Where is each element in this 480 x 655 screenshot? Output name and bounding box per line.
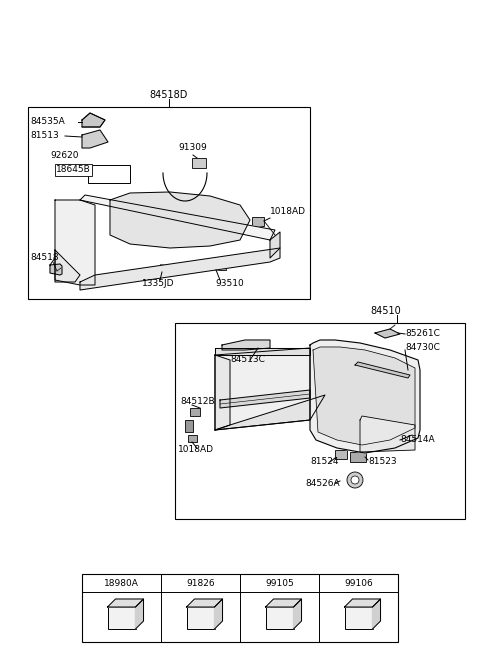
Polygon shape bbox=[270, 232, 280, 258]
Bar bbox=[175, 323, 465, 519]
Text: 1018AD: 1018AD bbox=[270, 208, 306, 217]
Polygon shape bbox=[293, 599, 301, 629]
Polygon shape bbox=[135, 599, 144, 629]
Polygon shape bbox=[355, 362, 410, 378]
Bar bbox=[335, 450, 347, 459]
Circle shape bbox=[351, 476, 359, 484]
Text: 84513C: 84513C bbox=[230, 356, 265, 364]
Text: 84730C: 84730C bbox=[405, 343, 440, 352]
Text: 84518: 84518 bbox=[30, 253, 59, 263]
Text: 84518D: 84518D bbox=[149, 90, 187, 100]
Bar bbox=[188, 435, 197, 442]
Polygon shape bbox=[215, 355, 230, 430]
Polygon shape bbox=[345, 599, 381, 607]
Polygon shape bbox=[310, 340, 420, 453]
Bar bbox=[265, 607, 293, 629]
Polygon shape bbox=[313, 347, 415, 445]
Polygon shape bbox=[222, 340, 270, 350]
Text: 1335JD: 1335JD bbox=[142, 278, 175, 288]
Text: 81513: 81513 bbox=[30, 132, 59, 141]
Polygon shape bbox=[55, 250, 80, 282]
Bar bbox=[88, 165, 130, 183]
Polygon shape bbox=[82, 130, 108, 148]
Polygon shape bbox=[50, 264, 62, 275]
Text: 84514A: 84514A bbox=[400, 436, 434, 445]
Bar bbox=[345, 607, 372, 629]
Polygon shape bbox=[265, 599, 301, 607]
Polygon shape bbox=[372, 599, 381, 629]
Bar bbox=[190, 408, 200, 416]
Text: 85261C: 85261C bbox=[405, 329, 440, 339]
Text: 1018AD: 1018AD bbox=[178, 445, 214, 455]
Text: 84510: 84510 bbox=[370, 306, 401, 316]
Polygon shape bbox=[110, 192, 250, 248]
Polygon shape bbox=[187, 599, 223, 607]
Bar bbox=[160, 264, 174, 272]
Bar bbox=[210, 260, 226, 270]
Polygon shape bbox=[215, 599, 223, 629]
Polygon shape bbox=[80, 248, 280, 290]
Text: 91309: 91309 bbox=[178, 143, 207, 153]
Text: 93510: 93510 bbox=[215, 278, 244, 288]
Bar bbox=[28, 107, 310, 299]
Text: 18980A: 18980A bbox=[104, 578, 139, 588]
Polygon shape bbox=[80, 195, 275, 240]
Text: 84526A: 84526A bbox=[305, 479, 340, 487]
Text: 84512B: 84512B bbox=[180, 398, 215, 407]
Bar bbox=[108, 607, 135, 629]
Text: 18645B: 18645B bbox=[56, 166, 91, 174]
Bar bbox=[252, 217, 264, 226]
Polygon shape bbox=[215, 348, 310, 430]
Polygon shape bbox=[82, 113, 105, 127]
Text: 81523: 81523 bbox=[368, 457, 396, 466]
Text: 91826: 91826 bbox=[186, 578, 215, 588]
Polygon shape bbox=[108, 599, 144, 607]
Bar bbox=[82, 574, 398, 642]
Polygon shape bbox=[360, 416, 415, 452]
Text: 92620: 92620 bbox=[50, 151, 79, 160]
Circle shape bbox=[347, 472, 363, 488]
Polygon shape bbox=[375, 329, 400, 338]
Bar bbox=[185, 420, 193, 432]
Text: 99105: 99105 bbox=[265, 578, 294, 588]
Polygon shape bbox=[55, 200, 95, 285]
Bar bbox=[192, 158, 206, 168]
Bar bbox=[187, 607, 215, 629]
Polygon shape bbox=[220, 390, 310, 408]
Polygon shape bbox=[215, 348, 310, 355]
Text: 99106: 99106 bbox=[344, 578, 373, 588]
Polygon shape bbox=[215, 395, 325, 430]
Text: 81524: 81524 bbox=[310, 457, 338, 466]
Text: 84535A: 84535A bbox=[30, 117, 65, 126]
Bar bbox=[350, 452, 366, 462]
